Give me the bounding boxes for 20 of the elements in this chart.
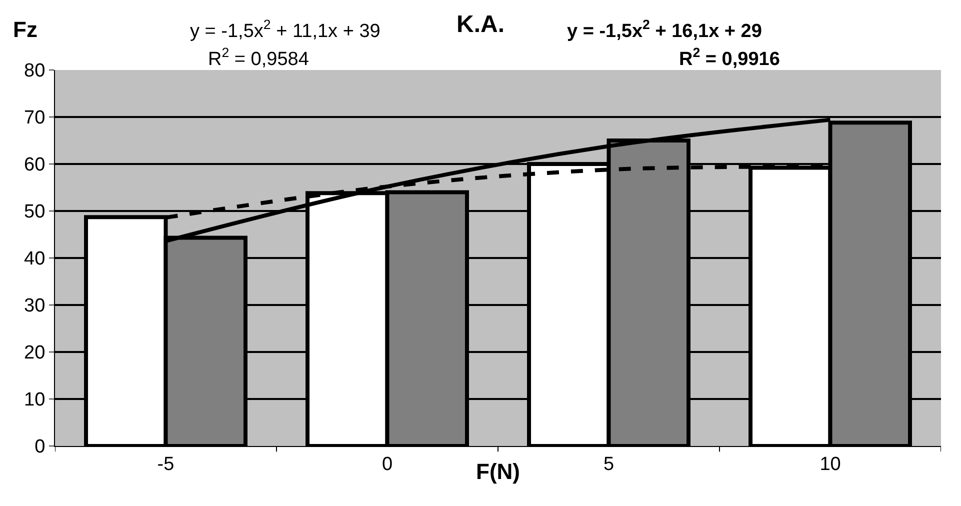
y-tick-label: 70 bbox=[24, 108, 46, 129]
y-tick-label: 10 bbox=[24, 390, 46, 411]
y-tick-label: 80 bbox=[24, 60, 46, 82]
text: y = -1,5x$^{2}$ + 11,1x + 39 bbox=[190, 17, 380, 42]
text: y = -1,5x$^{2}$ + 16,1x + 29 bbox=[567, 17, 762, 42]
y-tick-label: 0 bbox=[34, 436, 46, 458]
annotation: R$^{2}$ = 0,9584 bbox=[208, 45, 310, 70]
y-tick-label: 20 bbox=[24, 342, 46, 364]
x-axis-title: F(N) bbox=[476, 459, 520, 484]
y-tick-label: 60 bbox=[24, 154, 46, 176]
annotation: R$^{2}$ = 0,9916 bbox=[679, 45, 780, 70]
x-tick-label: 0 bbox=[382, 454, 393, 475]
x-tick-label: -5 bbox=[157, 454, 174, 475]
y-tick-label: 40 bbox=[24, 248, 46, 270]
y-axis-title: Fz bbox=[13, 17, 38, 42]
y-tick-label: 50 bbox=[24, 202, 46, 223]
x-tick-label: 10 bbox=[820, 454, 841, 475]
x-tick-label: 5 bbox=[603, 454, 614, 475]
y-tick-label: 30 bbox=[24, 296, 46, 317]
chart-title: K.A. bbox=[456, 10, 504, 38]
